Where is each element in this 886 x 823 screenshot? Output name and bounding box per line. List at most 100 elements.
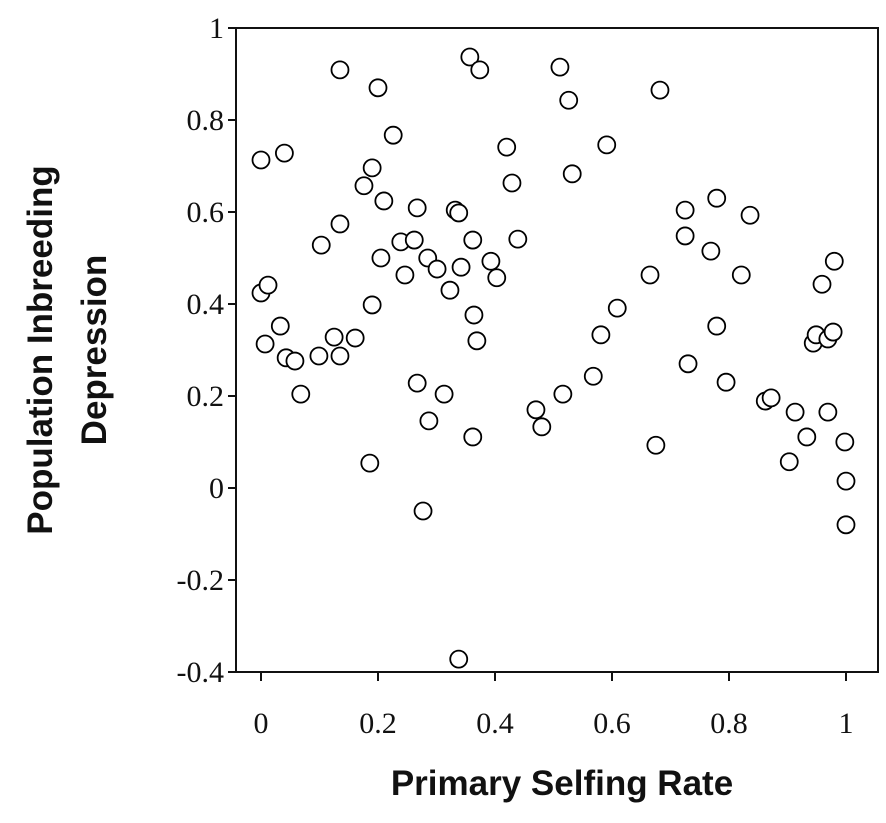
data-point — [824, 251, 844, 271]
data-point — [678, 354, 698, 374]
data-point — [463, 427, 483, 447]
data-point — [532, 417, 552, 437]
data-point — [591, 325, 611, 345]
data-point — [362, 295, 382, 315]
data-point — [255, 334, 275, 354]
data-point — [497, 137, 517, 157]
data-point — [413, 501, 433, 521]
y-axis-label-line2: Depression — [75, 255, 114, 446]
data-point — [251, 150, 271, 170]
data-point — [270, 316, 290, 336]
x-tick-label: 1 — [839, 707, 854, 740]
x-tick-label: 0.6 — [593, 707, 631, 740]
data-point — [707, 316, 727, 336]
y-tick-label: 0.8 — [187, 104, 225, 137]
data-point — [354, 176, 374, 196]
data-point — [460, 47, 480, 67]
data-point — [779, 452, 799, 472]
data-point — [374, 191, 394, 211]
y-tick-label: 0.6 — [187, 196, 225, 229]
data-point — [487, 268, 507, 288]
data-point — [274, 143, 294, 163]
data-point — [324, 327, 344, 347]
data-point — [404, 230, 424, 250]
data-point — [258, 275, 278, 295]
y-axis-label-line1: Population Inbreeding — [21, 165, 60, 534]
data-point — [345, 328, 365, 348]
data-point — [640, 265, 660, 285]
data-point — [701, 241, 721, 261]
data-point — [330, 346, 350, 366]
data-point — [823, 322, 843, 342]
data-point — [330, 60, 350, 80]
y-tick-label: -0.2 — [177, 564, 225, 597]
data-point — [740, 205, 760, 225]
data-point — [607, 298, 627, 318]
data-point — [550, 57, 570, 77]
data-point — [502, 173, 522, 193]
x-tick-label: 0 — [254, 707, 269, 740]
data-point — [836, 515, 856, 535]
data-point — [716, 372, 736, 392]
data-point — [360, 453, 380, 473]
y-tick-label: 0.2 — [187, 380, 225, 413]
data-point — [419, 411, 439, 431]
data-point — [467, 331, 487, 351]
data-point — [597, 135, 617, 155]
y-tick-label: 0.4 — [187, 288, 225, 321]
data-point — [383, 125, 403, 145]
data-point — [407, 198, 427, 218]
data-points — [251, 47, 856, 669]
data-point — [797, 427, 817, 447]
data-point — [434, 384, 454, 404]
data-point — [553, 384, 573, 404]
y-tick-label: -0.4 — [177, 656, 225, 689]
data-point — [785, 402, 805, 422]
data-point — [761, 388, 781, 408]
data-point — [463, 230, 483, 250]
data-point — [646, 435, 666, 455]
data-point — [835, 432, 855, 452]
x-axis: 0 0.2 0.4 0.6 0.8 1 — [254, 672, 854, 740]
data-point — [291, 384, 311, 404]
data-point — [449, 649, 469, 669]
data-point — [440, 280, 460, 300]
x-tick-label: 0.4 — [476, 707, 514, 740]
data-point — [526, 400, 546, 420]
data-point — [395, 265, 415, 285]
y-tick-label: 0 — [209, 472, 224, 505]
data-point — [812, 274, 832, 294]
data-point — [818, 402, 838, 422]
data-point — [675, 200, 695, 220]
data-point — [508, 229, 528, 249]
data-point — [407, 373, 427, 393]
data-point — [559, 90, 579, 110]
data-point — [311, 235, 331, 255]
x-tick-label: 0.8 — [710, 707, 748, 740]
data-point — [368, 78, 388, 98]
data-point — [449, 203, 469, 223]
plot-frame — [235, 27, 879, 673]
data-point — [731, 265, 751, 285]
data-point — [309, 346, 329, 366]
data-point — [562, 164, 582, 184]
y-axis: 1 0.8 0.6 0.4 0.2 0 -0.2 -0.4 — [177, 12, 236, 689]
data-point — [675, 226, 695, 246]
data-point — [707, 188, 727, 208]
data-point — [451, 257, 471, 277]
data-point — [371, 248, 391, 268]
data-point — [470, 60, 490, 80]
data-point — [427, 259, 447, 279]
data-point — [285, 351, 305, 371]
y-tick-label: 1 — [209, 12, 224, 45]
x-tick-label: 0.2 — [359, 707, 397, 740]
data-point — [481, 251, 501, 271]
data-point — [836, 471, 856, 491]
data-point — [330, 214, 350, 234]
x-axis-label: Primary Selfing Rate — [391, 764, 733, 803]
data-point — [464, 305, 484, 325]
data-point — [650, 80, 670, 100]
data-point — [583, 366, 603, 386]
data-point — [362, 158, 382, 178]
